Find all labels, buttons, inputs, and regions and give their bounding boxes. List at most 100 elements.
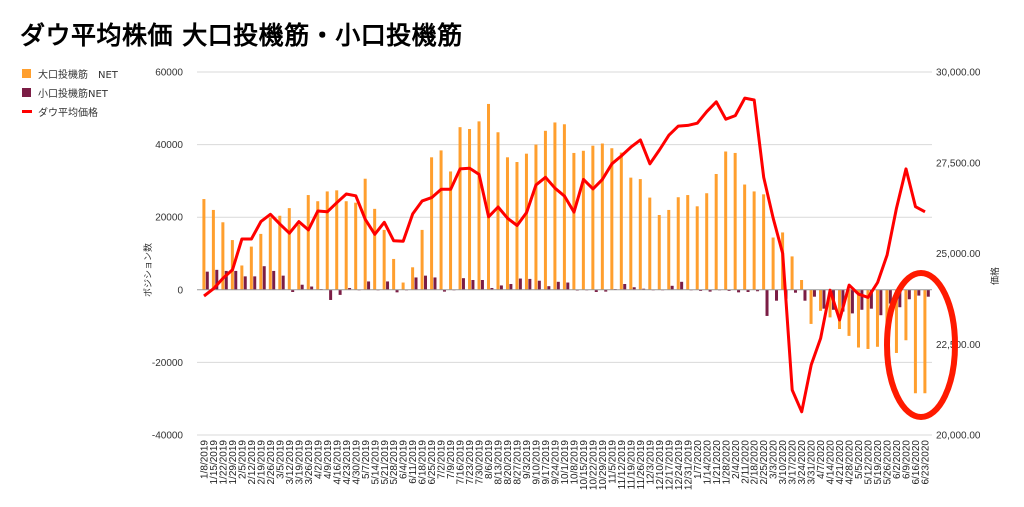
- bar-small-speculators: [291, 289, 295, 292]
- x-tick-label: 11/19/2019: [626, 440, 637, 490]
- x-tick-label: 5/28/2019: [389, 440, 400, 485]
- x-tick-label: 12/3/2019: [645, 440, 656, 485]
- bar-large-speculators: [819, 289, 823, 311]
- x-tick-label: 1/8/2019: [200, 440, 211, 479]
- x-tick-label: 3/19/2019: [294, 440, 305, 485]
- x-tick-label: 12/31/2019: [683, 440, 694, 490]
- x-tick-label: 7/23/2019: [465, 440, 476, 485]
- bar-large-speculators: [800, 279, 804, 290]
- x-tick-label: 7/30/2019: [475, 440, 486, 485]
- bar-large-speculators: [335, 190, 339, 290]
- left-tick-label: -20000: [152, 358, 184, 369]
- x-tick-label: 7/16/2019: [456, 440, 467, 485]
- x-tick-label: 2/18/2020: [750, 440, 761, 485]
- bar-large-speculators: [762, 194, 766, 290]
- x-tick-label: 8/27/2019: [513, 440, 524, 485]
- bar-large-speculators: [202, 199, 206, 290]
- bar-small-speculators: [917, 289, 921, 296]
- x-tick-label: 1/28/2020: [721, 440, 732, 485]
- legend: 大口投機筋 NET 小口投機筋NET ダウ平均価格: [22, 64, 118, 121]
- x-tick-label: 3/17/2020: [788, 440, 799, 485]
- bar-large-speculators: [316, 201, 320, 290]
- bar-small-speculators: [461, 278, 465, 290]
- bar-large-speculators: [686, 195, 690, 290]
- x-tick-label: 7/2/2019: [437, 440, 448, 479]
- x-tick-label: 1/21/2020: [712, 440, 723, 485]
- bar-large-speculators: [600, 143, 604, 290]
- bar-large-speculators: [743, 184, 747, 290]
- x-tick-label: 5/26/2020: [883, 440, 894, 485]
- bar-small-speculators: [756, 289, 760, 292]
- bar-large-speculators: [838, 289, 842, 330]
- x-tick-label: 6/2/2020: [892, 440, 903, 479]
- bar-large-speculators: [297, 224, 301, 290]
- bar-small-speculators: [338, 289, 342, 295]
- legend-swatch-red-line: [22, 110, 32, 113]
- bar-small-speculators: [803, 289, 807, 301]
- bar-small-speculators: [623, 283, 627, 290]
- left-tick-label: 40000: [155, 140, 183, 151]
- bar-large-speculators: [430, 157, 434, 290]
- x-tick-label: 10/1/2019: [560, 440, 571, 485]
- x-tick-label: 2/25/2020: [759, 440, 770, 485]
- bar-large-speculators: [211, 209, 215, 290]
- x-tick-label: 4/21/2020: [835, 440, 846, 485]
- bar-large-speculators: [638, 179, 642, 290]
- bar-large-speculators: [344, 201, 348, 290]
- x-tick-label: 10/8/2019: [569, 440, 580, 485]
- bar-large-speculators: [534, 144, 538, 290]
- bar-small-speculators: [898, 289, 902, 308]
- bar-large-speculators: [733, 152, 737, 290]
- legend-label: ダウ平均価格: [38, 108, 98, 119]
- bar-small-speculators: [234, 270, 238, 290]
- legend-item-large-speculators: 大口投機筋 NET: [22, 64, 118, 83]
- bar-large-speculators: [373, 208, 377, 290]
- bar-small-speculators: [879, 289, 883, 316]
- x-tick-label: 10/22/2019: [588, 440, 599, 490]
- dow-line-series: [203, 96, 926, 414]
- bar-large-speculators: [828, 289, 832, 318]
- chart-title: ダウ平均株価 大口投機筋・小口投機筋: [20, 21, 463, 50]
- legend-item-small-speculators: 小口投機筋NET: [22, 83, 118, 102]
- legend-label: 大口投機筋 NET: [38, 70, 118, 81]
- right-tick-label: 27,500.00: [936, 158, 981, 169]
- x-tick-label: 6/23/2020: [921, 440, 932, 485]
- bar-large-speculators: [392, 258, 396, 290]
- bar-small-speculators: [395, 289, 399, 293]
- x-tick-label: 6/16/2020: [911, 440, 922, 485]
- bar-small-speculators: [205, 271, 209, 290]
- x-tick-label: 2/4/2020: [731, 440, 742, 479]
- bar-small-speculators: [926, 289, 930, 297]
- bar-large-speculators: [591, 145, 595, 290]
- bar-small-speculators: [765, 289, 769, 316]
- bar-large-speculators: [477, 121, 481, 290]
- x-tick-label: 11/12/2019: [617, 440, 628, 490]
- x-tick-label: 2/12/2019: [247, 440, 258, 485]
- bar-large-speculators: [866, 289, 870, 349]
- right-tick-label: 30,000.00: [936, 68, 981, 79]
- x-tick-label: 5/14/2019: [370, 440, 381, 485]
- bar-small-speculators: [490, 287, 494, 290]
- bar-large-speculators: [610, 148, 614, 290]
- bar-small-speculators: [775, 289, 779, 301]
- x-tick-label: 6/11/2019: [408, 440, 419, 484]
- bar-small-speculators: [414, 277, 418, 290]
- x-tick-label: 3/10/2020: [778, 440, 789, 485]
- bar-small-speculators: [812, 289, 816, 297]
- bar-small-speculators: [594, 289, 598, 292]
- x-tick-label: 7/9/2019: [446, 440, 457, 479]
- bar-large-speculators: [676, 197, 680, 290]
- bar-large-speculators: [411, 267, 415, 290]
- bar-large-speculators: [487, 103, 491, 290]
- bar-small-speculators: [262, 266, 266, 290]
- x-tick-label: 4/9/2019: [323, 440, 334, 479]
- bar-small-speculators: [215, 269, 219, 290]
- x-tick-label: 9/24/2019: [551, 440, 562, 485]
- bar-large-speculators: [468, 128, 472, 290]
- bar-small-speculators: [348, 287, 352, 290]
- bar-small-speculators: [518, 278, 522, 290]
- bar-large-speculators: [306, 195, 310, 290]
- x-tick-label: 4/7/2020: [816, 440, 827, 479]
- bar-large-speculators: [259, 233, 263, 290]
- bar-large-speculators: [363, 178, 367, 290]
